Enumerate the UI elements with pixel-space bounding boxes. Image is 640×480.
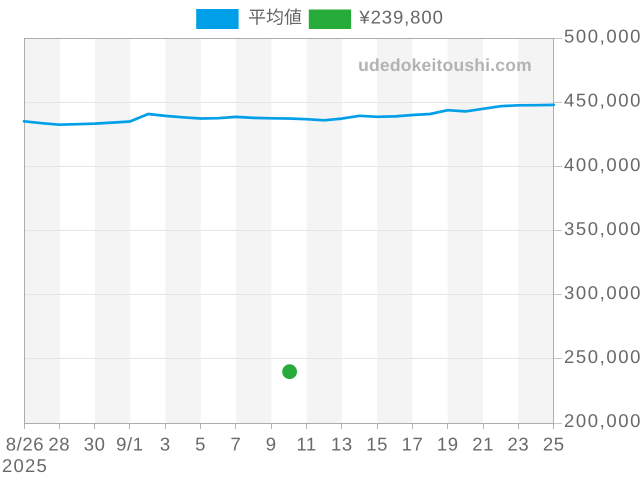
svg-text:5: 5: [195, 433, 206, 454]
svg-text:udedokeitoushi.com: udedokeitoushi.com: [358, 55, 532, 75]
svg-text:350,000: 350,000: [564, 218, 640, 239]
svg-text:平均値: 平均値: [248, 8, 302, 28]
svg-text:17: 17: [402, 433, 424, 454]
svg-text:28: 28: [48, 433, 70, 454]
svg-text:2025: 2025: [2, 455, 48, 476]
svg-text:13: 13: [331, 433, 353, 454]
svg-text:23: 23: [508, 433, 530, 454]
svg-text:21: 21: [472, 433, 494, 454]
svg-text:9: 9: [266, 433, 277, 454]
svg-text:9/1: 9/1: [116, 433, 144, 454]
svg-text:11: 11: [296, 433, 316, 454]
svg-text:8/26: 8/26: [6, 433, 44, 454]
svg-text:19: 19: [437, 433, 459, 454]
svg-text:15: 15: [366, 433, 388, 454]
svg-text:250,000: 250,000: [564, 346, 640, 367]
svg-text:300,000: 300,000: [564, 282, 640, 303]
svg-text:400,000: 400,000: [564, 154, 640, 175]
svg-text:25: 25: [543, 433, 565, 454]
svg-text:30: 30: [84, 433, 106, 454]
svg-text:450,000: 450,000: [564, 90, 640, 111]
svg-text:200,000: 200,000: [564, 410, 640, 431]
svg-text:¥239,800: ¥239,800: [358, 6, 443, 27]
svg-text:7: 7: [230, 433, 241, 454]
svg-text:500,000: 500,000: [564, 26, 640, 47]
svg-text:3: 3: [160, 433, 171, 454]
